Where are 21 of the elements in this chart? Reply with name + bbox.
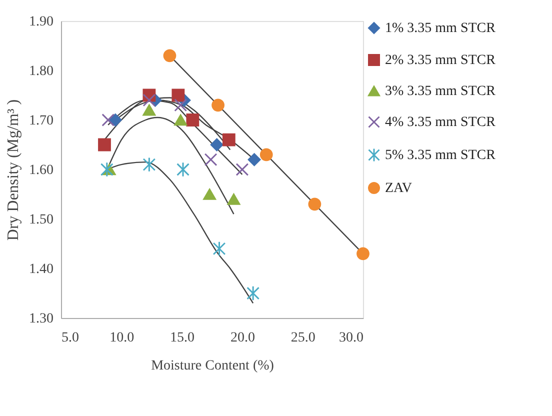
y-axis-title: Dry Density (Mg/m³ )	[5, 99, 22, 241]
legend-label: 5% 3.35 mm STCR	[385, 148, 496, 163]
legend-label: 4% 3.35 mm STCR	[385, 115, 496, 130]
x-tick-label: 15.0	[170, 330, 195, 346]
legend-label: 2% 3.35 mm STCR	[385, 53, 496, 68]
y-tick-label: 1.80	[29, 64, 54, 79]
y-tick-label: 1.60	[29, 163, 54, 178]
x-axis-title: Moisture Content (%)	[151, 358, 274, 374]
x-tick-label: 25.0	[290, 330, 316, 346]
x-tick-label: 10.0	[110, 330, 134, 346]
y-tick-label: 1.50	[29, 212, 54, 228]
y-tick-label: 1.30	[29, 312, 54, 326]
y-tick-label: 1.70	[29, 114, 54, 128]
x-tick-label: 5.0	[62, 330, 79, 346]
x-tick-label: 30.0	[339, 330, 364, 346]
x-tick-label: 20.0	[230, 330, 255, 346]
legend-label: 3% 3.35 mm STCR	[385, 84, 496, 99]
legend-label: ZAV	[385, 181, 412, 196]
y-tick-label: 1.40	[29, 262, 54, 277]
y-tick-label: 1.90	[29, 14, 54, 30]
legend-label: 1% 3.35 mm STCR	[385, 21, 496, 36]
